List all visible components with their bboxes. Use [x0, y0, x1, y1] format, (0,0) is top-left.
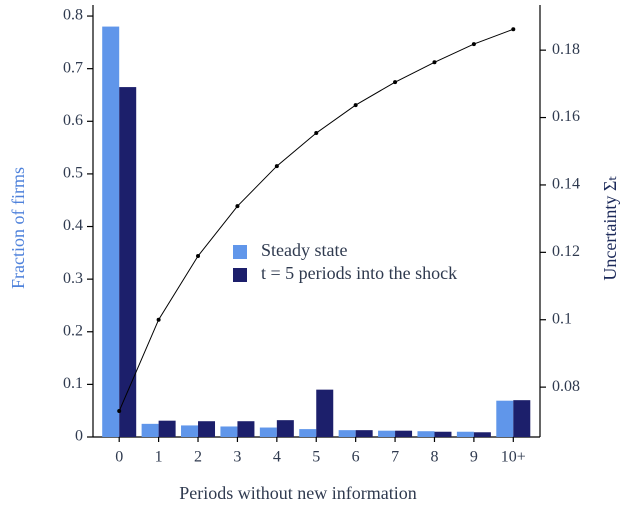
line-point [274, 164, 279, 169]
bar [259, 427, 277, 437]
y-tick-label: 0.3 [63, 270, 83, 287]
x-tick-label: 7 [391, 449, 399, 466]
bar [119, 87, 137, 437]
legend-swatch [233, 245, 247, 259]
x-tick-label: 6 [352, 449, 360, 466]
y-axis-label: Fraction of firms [8, 167, 28, 289]
uncertainty-line [118, 28, 514, 412]
y2-tick-label: 0.08 [552, 378, 580, 395]
bar [338, 430, 356, 437]
bar [473, 432, 491, 437]
x-tick-label: 4 [273, 449, 281, 466]
legend-label: Steady state [261, 240, 347, 260]
legend-swatch [233, 268, 247, 282]
line-point [393, 80, 398, 85]
bar [237, 421, 255, 437]
bar [198, 421, 216, 437]
bar [417, 431, 435, 437]
y2-tick-label: 0.12 [552, 243, 580, 260]
y2-tick-label: 0.16 [552, 108, 580, 125]
y-tick-label: 0.8 [63, 7, 83, 24]
bar [496, 400, 514, 437]
x-tick-label: 0 [115, 449, 123, 466]
x-tick-label: 8 [430, 449, 438, 466]
x-tick-label: 9 [470, 449, 478, 466]
line-point [471, 42, 476, 47]
y-tick-label: 0 [75, 428, 83, 445]
y-tick-label: 0.6 [63, 112, 83, 129]
x-tick-label: 5 [312, 449, 320, 466]
bar [316, 389, 334, 437]
bar [158, 420, 176, 437]
line-point [117, 409, 122, 414]
y2-tick-label: 0.1 [552, 310, 572, 327]
line-point [196, 254, 201, 259]
legend-label: t = 5 periods into the shock [261, 263, 457, 283]
line-point [432, 60, 437, 65]
bar [395, 430, 413, 437]
bar [299, 429, 317, 437]
bar [102, 26, 120, 437]
y-tick-label: 0.1 [63, 375, 83, 392]
bar [456, 431, 474, 437]
bar [276, 420, 294, 437]
line-point [235, 204, 240, 209]
y-tick-label: 0.4 [63, 217, 83, 234]
y2-axis-label: Uncertainty Σₜ [600, 175, 620, 280]
x-tick-label: 1 [155, 449, 163, 466]
line-point [353, 103, 358, 108]
x-tick-label: 2 [194, 449, 202, 466]
bar [513, 400, 531, 437]
bar [181, 425, 199, 437]
line-point [156, 317, 161, 322]
y-tick-label: 0.7 [63, 59, 83, 76]
x-tick-label: 3 [233, 449, 241, 466]
x-tick-label: 10+ [501, 449, 526, 466]
y-tick-label: 0.5 [63, 165, 83, 182]
y2-tick-label: 0.18 [552, 41, 580, 58]
x-axis-label: Periods without new information [179, 483, 416, 503]
line-point [511, 27, 516, 32]
bar [434, 431, 452, 437]
bar [378, 430, 396, 437]
bar [141, 423, 159, 437]
line-point [314, 131, 319, 136]
y-tick-label: 0.2 [63, 322, 83, 339]
bar [220, 426, 238, 437]
bar [355, 430, 373, 437]
y2-tick-label: 0.14 [552, 176, 580, 193]
